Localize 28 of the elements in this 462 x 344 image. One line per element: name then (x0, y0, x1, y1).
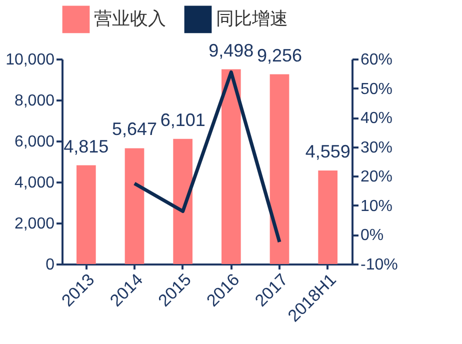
y2-tick-label: 30% (360, 139, 393, 156)
data-label: 9,498 (208, 40, 254, 60)
bar (124, 148, 144, 264)
data-label: 5,647 (112, 119, 158, 140)
y-tick-label: 10,000 (6, 52, 55, 68)
y2-tick-label: 60% (360, 52, 393, 68)
y2-tick-label: 50% (360, 80, 393, 98)
bar (76, 165, 96, 264)
y2-tick-label: -10% (360, 256, 398, 274)
y2-tick-label: 40% (360, 110, 393, 128)
y2-tick-label: 10% (360, 198, 393, 215)
y2-tick-label: 20% (360, 168, 393, 186)
legend-label: 营业收入 (94, 8, 166, 28)
data-label: 4,815 (64, 136, 109, 156)
data-label: 6,101 (160, 110, 206, 130)
y2-tick-label: 0% (360, 227, 384, 244)
bar (270, 74, 290, 264)
data-label: 4,559 (305, 142, 350, 162)
y-tick-label: 0 (46, 256, 55, 274)
y-tick-label: 6,000 (14, 134, 55, 150)
y-tick-label: 8,000 (14, 92, 55, 110)
legend-label: 同比增速 (216, 8, 288, 28)
y-tick-label: 2,000 (14, 216, 55, 232)
bar (318, 170, 338, 264)
data-label: 9,256 (256, 45, 302, 66)
bar (173, 138, 192, 264)
bar (222, 69, 241, 264)
y-tick-label: 4,000 (14, 174, 55, 192)
